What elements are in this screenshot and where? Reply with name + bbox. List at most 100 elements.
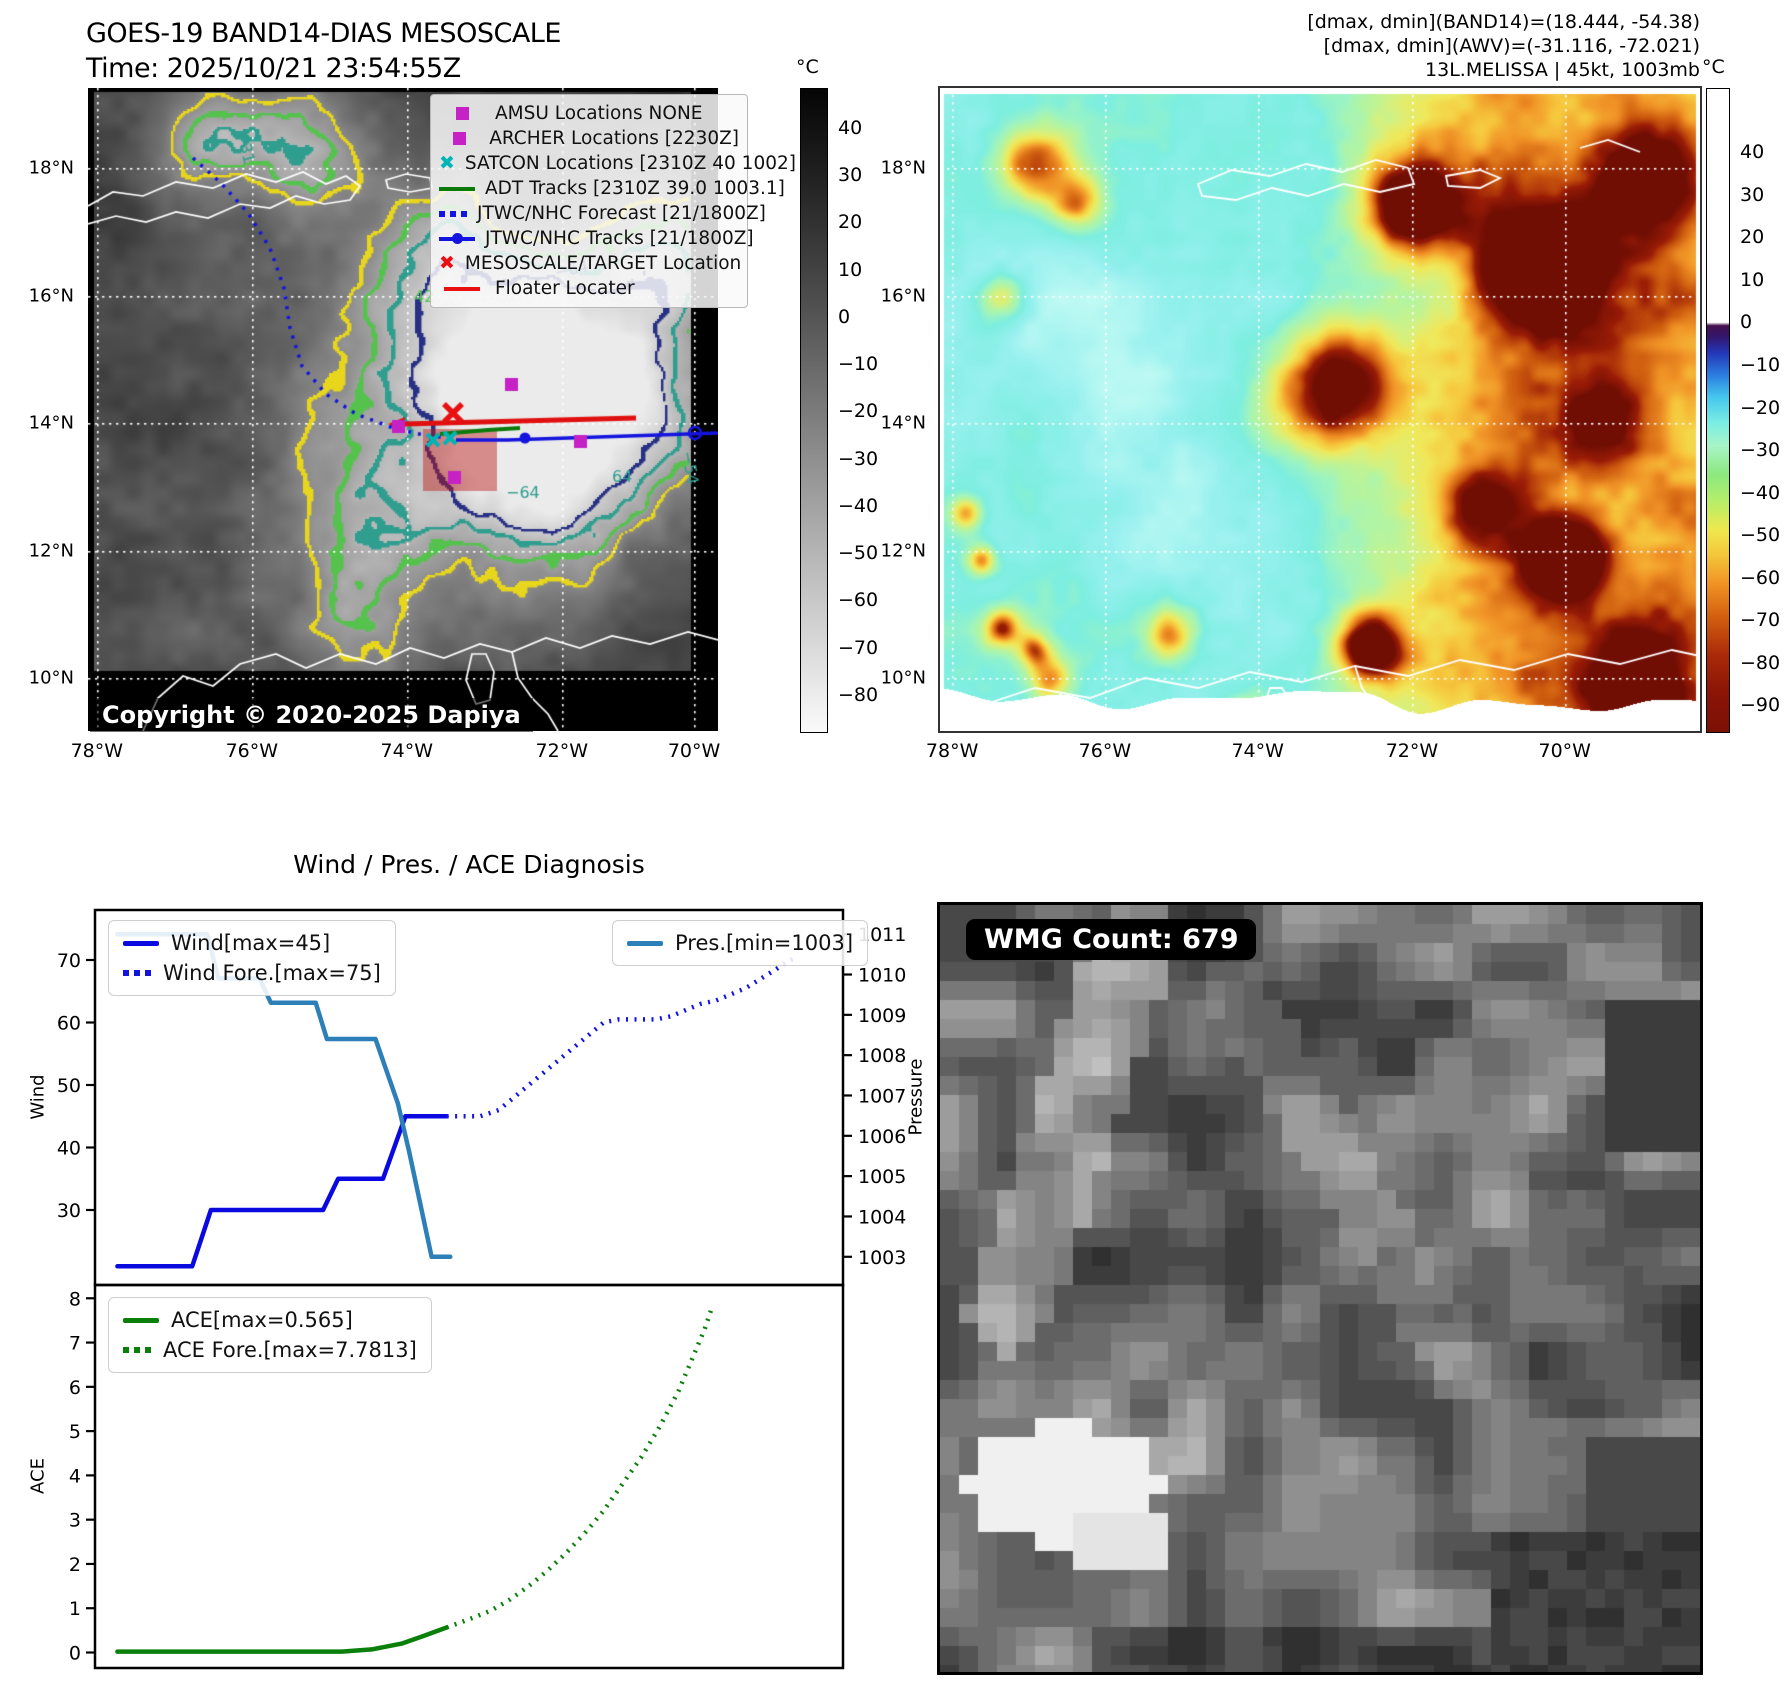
series-line	[115, 1114, 449, 1269]
y-tick-label: 7	[69, 1333, 81, 1355]
ace-fore-legend-label: ACE Fore.[max=7.7813]	[163, 1338, 417, 1362]
ace-dotted-swatch	[123, 1347, 151, 1353]
legend-label: SATCON Locations [2310Z 40 1002]	[464, 153, 796, 174]
diagnosis-title: Wind / Pres. / ACE Diagnosis	[293, 850, 645, 879]
wind-solid-swatch	[123, 940, 159, 946]
ace-axis-label: ACE	[27, 1458, 49, 1494]
awv-colorbar-tick: −40	[1740, 481, 1781, 504]
copyright-badge: Copyright © 2020-2025 Dapiya	[90, 698, 533, 732]
y2-tick-label: 1011	[858, 924, 906, 946]
awv-colorbar-tick: 10	[1740, 268, 1765, 291]
y-tick-label: 70	[57, 950, 81, 972]
y-tick-label: 6	[69, 1377, 81, 1399]
y-tick-label: 8	[69, 1288, 81, 1310]
awv-colorbar-tick: 20	[1740, 226, 1765, 249]
band14-x-tick: 72°W	[535, 740, 588, 762]
pressure-legend-row: Pres.[min=1003]	[627, 928, 853, 958]
band14-colorbar-tick: 20	[838, 211, 863, 234]
awv-colorbar-tick: 30	[1740, 183, 1765, 206]
band14-colorbar-ticks: 40 30 20 10 0 −10 −20 −30 −40 −50 −60 −70 −80	[832, 88, 902, 731]
legend-label: MESOSCALE/TARGET Location	[464, 253, 742, 274]
y-tick-label: 5	[69, 1421, 81, 1443]
y-tick-label: 1	[69, 1598, 81, 1620]
band14-colorbar-tick: 0	[838, 305, 851, 328]
legend-label: Floater Locater	[495, 278, 635, 299]
legend-item-amsu: AMSU Locations NONE	[439, 101, 739, 126]
magenta-square-icon	[439, 132, 479, 145]
awv-y-tick: 14°N	[880, 412, 926, 434]
band14-y-tick: 10°N	[28, 667, 74, 689]
awv-y-tick: 12°N	[880, 540, 926, 562]
awv-colorbar-tick: −70	[1740, 609, 1781, 632]
legend-item-mesoscale: ✖ MESOSCALE/TARGET Location	[439, 251, 742, 276]
y-tick-label: 50	[57, 1075, 81, 1097]
pressure-legend-label: Pres.[min=1003]	[675, 931, 854, 955]
y2-tick-label: 1007	[858, 1085, 906, 1107]
wmg-count-badge: WMG Count: 679	[966, 919, 1257, 960]
awv-color-canvas	[940, 88, 1700, 731]
awv-colorbar-tick: −60	[1740, 566, 1781, 589]
wind-legend-label: Wind[max=45]	[171, 931, 331, 955]
awv-colorbar-tick: 40	[1740, 141, 1765, 164]
awv-x-tick: 76°W	[1078, 740, 1132, 762]
band14-colorbar-tick: −60	[838, 589, 879, 612]
awv-y-axis: 18°N 16°N 14°N 12°N 10°N	[856, 88, 934, 731]
wind-fore-legend-label: Wind Fore.[max=75]	[163, 961, 381, 985]
wind-legend-row: Wind[max=45]	[123, 928, 381, 958]
cyan-x-icon: ✖	[439, 152, 455, 174]
pressure-legend: Pres.[min=1003]	[612, 920, 869, 966]
red-x-icon: ✖	[439, 252, 455, 274]
wind-fore-legend-row: Wind Fore.[max=75]	[123, 958, 381, 988]
band14-colorbar-tick: 10	[838, 258, 863, 281]
awv-x-tick: 74°W	[1231, 740, 1284, 762]
band14-colorbar-tick: −50	[838, 542, 879, 565]
band14-colorbar-tick: 30	[838, 164, 863, 187]
y-tick-label: 4	[69, 1465, 81, 1487]
legend-item-floater: Floater Locater	[439, 276, 739, 301]
legend-item-tracks: JTWC/NHC Tracks [21/1800Z]	[439, 226, 754, 251]
awv-y-tick: 10°N	[880, 667, 926, 689]
ace-legend-row: ACE[max=0.565]	[123, 1305, 417, 1335]
legend-item-satcon: ✖ SATCON Locations [2310Z 40 1002]	[439, 151, 796, 176]
y-tick-label: 3	[69, 1510, 81, 1532]
y2-tick-label: 1003	[858, 1247, 906, 1269]
legend-label: ARCHER Locations [2230Z]	[489, 128, 739, 149]
dmax-dmin-awv: [dmax, dmin](AWV)=(-31.116, -72.021)	[1323, 35, 1700, 57]
legend-item-archer: ARCHER Locations [2230Z]	[439, 126, 739, 151]
band14-colorbar-tick: −30	[838, 447, 879, 470]
red-line-icon	[439, 286, 485, 291]
y-tick-label: 60	[57, 1013, 81, 1035]
ace-legend-label: ACE[max=0.565]	[171, 1308, 353, 1332]
y2-tick-label: 1004	[858, 1206, 906, 1228]
series-line	[115, 1625, 449, 1654]
band14-x-tick: 76°W	[225, 740, 279, 762]
awv-color-map	[938, 86, 1702, 733]
legend-label: ADT Tracks [2310Z 39.0 1003.1]	[485, 178, 785, 199]
band14-y-tick: 18°N	[28, 157, 74, 179]
band14-colorbar-tick: −40	[838, 494, 879, 517]
blue-line-dot-icon	[439, 233, 475, 244]
ace-solid-swatch	[123, 1317, 159, 1323]
storm-info-block: [dmax, dmin](BAND14)=(18.444, -54.38) [d…	[1000, 10, 1700, 82]
wmg-pixel-map: WMG Count: 679	[937, 902, 1703, 1675]
awv-colorbar-tick: −30	[1740, 439, 1781, 462]
band14-y-tick: 16°N	[28, 285, 74, 307]
y-tick-label: 0	[69, 1643, 81, 1665]
legend-item-adt: ADT Tracks [2310Z 39.0 1003.1]	[439, 176, 785, 201]
band14-panel-title: GOES-19 BAND14-DIAS MESOSCALE Time: 2025…	[86, 16, 561, 86]
dmax-dmin-band14: [dmax, dmin](BAND14)=(18.444, -54.38)	[1307, 11, 1700, 33]
y-tick-label: 2	[69, 1554, 81, 1576]
band14-colorbar-tick: −10	[838, 353, 879, 376]
band14-colorbar-title: °C	[796, 56, 819, 78]
wind-legend: Wind[max=45] Wind Fore.[max=75]	[108, 920, 396, 996]
band14-title-line2: Time: 2025/10/21 23:54:55Z	[86, 53, 461, 84]
band14-x-axis: 78°W 76°W 74°W 72°W 70°W	[71, 740, 721, 766]
wind-dotted-swatch	[123, 970, 151, 976]
awv-x-tick: 70°W	[1538, 740, 1591, 762]
y-tick-label: 40	[57, 1138, 81, 1160]
awv-colorbar-tick: −50	[1740, 524, 1781, 547]
band14-colorbar-tick: 40	[838, 116, 863, 139]
awv-x-tick: 78°W	[925, 740, 979, 762]
band14-x-tick: 70°W	[667, 740, 721, 762]
